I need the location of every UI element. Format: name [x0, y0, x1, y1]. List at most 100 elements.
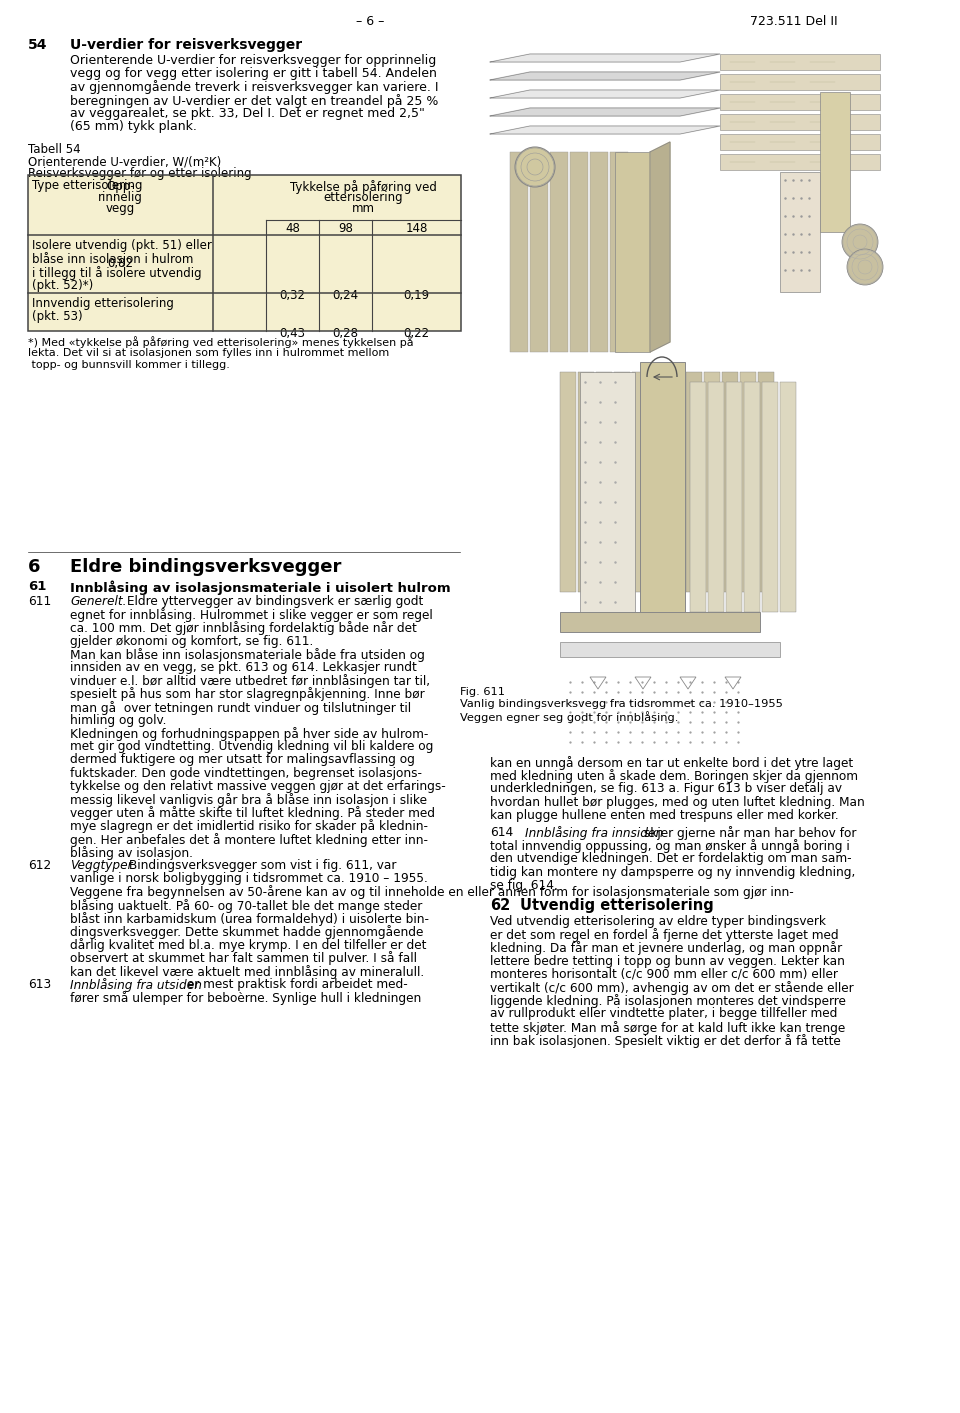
- Circle shape: [847, 249, 883, 285]
- Text: hvordan hullet bør plugges, med og uten luftet kledning. Man: hvordan hullet bør plugges, med og uten …: [490, 796, 865, 808]
- Text: lekta. Det vil si at isolasjonen som fylles inn i hulrommet mellom: lekta. Det vil si at isolasjonen som fyl…: [28, 348, 389, 359]
- Circle shape: [842, 225, 878, 260]
- Bar: [780, 172, 820, 292]
- Text: Man kan blåse inn isolasjonsmateriale både fra utsiden og: Man kan blåse inn isolasjonsmateriale bå…: [70, 647, 425, 661]
- Bar: [615, 153, 650, 352]
- Bar: [704, 372, 720, 592]
- Text: Veggene fra begynnelsen av 50-årene kan av og til inneholde en eller annen form : Veggene fra begynnelsen av 50-årene kan …: [70, 886, 794, 899]
- Text: Reisverksvegger før og etter isolering: Reisverksvegger før og etter isolering: [28, 167, 252, 181]
- Bar: [722, 372, 738, 592]
- Bar: [590, 153, 608, 352]
- Bar: [690, 382, 706, 612]
- Bar: [614, 372, 630, 592]
- Text: (pkt. 53): (pkt. 53): [32, 311, 83, 324]
- Text: 54: 54: [28, 38, 47, 52]
- Bar: [650, 372, 666, 592]
- Text: inn bak isolasjonen. Spesielt viktig er det derfor å få tette: inn bak isolasjonen. Spesielt viktig er …: [490, 1034, 841, 1048]
- Text: Kledningen og forhudningspappen på hver side av hulrom-: Kledningen og forhudningspappen på hver …: [70, 728, 428, 740]
- Bar: [780, 382, 796, 612]
- Text: Innblåsing av isolasjonsmateriale i uisolert hulrom: Innblåsing av isolasjonsmateriale i uiso…: [70, 579, 450, 595]
- Text: blåst inn karbamidskum (urea formaldehyd) i uisolerte bin-: blåst inn karbamidskum (urea formaldehyd…: [70, 911, 429, 926]
- Bar: [560, 642, 780, 657]
- Text: beregningen av U-verdier er det valgt en treandel på 25 %: beregningen av U-verdier er det valgt en…: [70, 93, 439, 107]
- Text: etterisolering: etterisolering: [324, 191, 403, 205]
- Text: topp- og bunnsvill kommer i tillegg.: topp- og bunnsvill kommer i tillegg.: [28, 360, 229, 370]
- Text: 0,22: 0,22: [403, 328, 429, 341]
- Bar: [28, 175, 461, 331]
- Bar: [720, 95, 880, 110]
- Text: man gå  over tetningen rundt vinduer og tilslutninger til: man gå over tetningen rundt vinduer og t…: [70, 701, 411, 715]
- Text: gjelder økonomi og komfort, se fig. 611.: gjelder økonomi og komfort, se fig. 611.: [70, 634, 313, 647]
- Text: Isolere utvendig (pkt. 51) eller: Isolere utvendig (pkt. 51) eller: [32, 239, 212, 252]
- Text: *) Med «tykkelse på påføring ved etterisolering» menes tykkelsen på: *) Med «tykkelse på påføring ved etteris…: [28, 336, 414, 348]
- Text: mm: mm: [352, 202, 375, 215]
- Text: 611: 611: [28, 595, 51, 608]
- Text: Innvendig etterisolering: Innvendig etterisolering: [32, 297, 174, 311]
- Text: 6: 6: [28, 558, 40, 577]
- Text: blåse inn isolasjon i hulrom: blåse inn isolasjon i hulrom: [32, 253, 193, 267]
- Text: Utvendig etterisolering: Utvendig etterisolering: [520, 899, 713, 913]
- Text: – 6 –: – 6 –: [356, 16, 384, 28]
- Bar: [530, 153, 548, 352]
- Bar: [720, 114, 880, 130]
- Bar: [550, 153, 568, 352]
- Bar: [28, 175, 461, 331]
- Bar: [708, 382, 724, 612]
- Text: av gjennomgående treverk i reisverksvegger kan variere. I: av gjennomgående treverk i reisverksvegg…: [70, 81, 439, 95]
- Bar: [726, 382, 742, 612]
- Text: (pkt. 52)*): (pkt. 52)*): [32, 278, 93, 292]
- Text: 0,82: 0,82: [108, 257, 133, 270]
- Text: 0,19: 0,19: [403, 290, 429, 302]
- Bar: [560, 372, 576, 592]
- Text: egnet for innblåsing. Hulrommet i slike vegger er som regel: egnet for innblåsing. Hulrommet i slike …: [70, 608, 433, 622]
- Text: Orienterende U-verdier, W/(m²K): Orienterende U-verdier, W/(m²K): [28, 155, 221, 168]
- Text: gen. Her anbefales det å montere luftet kledning etter inn-: gen. Her anbefales det å montere luftet …: [70, 832, 428, 846]
- Text: Opp-: Opp-: [107, 181, 134, 194]
- Text: 0,43: 0,43: [279, 328, 305, 341]
- Text: 612: 612: [28, 859, 51, 872]
- Text: tidig kan montere ny dampsperre og ny innvendig kledning,: tidig kan montere ny dampsperre og ny in…: [490, 866, 855, 879]
- Text: tykkelse og den relativt massive veggen gjør at det erfarings-: tykkelse og den relativt massive veggen …: [70, 780, 445, 793]
- Bar: [580, 372, 635, 622]
- Polygon shape: [650, 141, 670, 352]
- Text: 48: 48: [285, 222, 300, 235]
- Text: i tillegg til å isolere utvendig: i tillegg til å isolere utvendig: [32, 266, 202, 280]
- Text: Veggen egner seg godt for innblåsing.: Veggen egner seg godt for innblåsing.: [460, 711, 679, 723]
- Text: av rullprodukt eller vindtette plater, i begge tillfeller med: av rullprodukt eller vindtette plater, i…: [490, 1007, 837, 1020]
- Text: ca. 100 mm. Det gjør innblåsing fordelaktig både når det: ca. 100 mm. Det gjør innblåsing fordelak…: [70, 622, 417, 636]
- Text: (65 mm) tykk plank.: (65 mm) tykk plank.: [70, 120, 197, 133]
- Text: Vanlig bindingsverksvegg fra tidsrommet ca. 1910–1955: Vanlig bindingsverksvegg fra tidsrommet …: [460, 699, 782, 709]
- Text: 613: 613: [28, 978, 51, 991]
- Text: underkledningen, se fig. 613 a. Figur 613 b viser detalj av: underkledningen, se fig. 613 a. Figur 61…: [490, 783, 842, 796]
- Bar: [762, 382, 778, 612]
- Text: observert at skummet har falt sammen til pulver. I så fall: observert at skummet har falt sammen til…: [70, 951, 417, 965]
- Text: den utvendige kledningen. Det er fordelaktig om man sam-: den utvendige kledningen. Det er fordela…: [490, 852, 852, 865]
- Bar: [740, 372, 756, 592]
- Text: Veggtyper.: Veggtyper.: [70, 859, 135, 872]
- Text: fører små ulemper for beboèrne. Synlige hull i kledningen: fører små ulemper for beboèrne. Synlige …: [70, 991, 421, 1005]
- Text: dårlig kvalitet med bl.a. mye krymp. I en del tilfeller er det: dårlig kvalitet med bl.a. mye krymp. I e…: [70, 938, 426, 952]
- Text: kan plugge hullene enten med trespuns eller med korker.: kan plugge hullene enten med trespuns el…: [490, 808, 839, 822]
- Circle shape: [515, 147, 555, 187]
- Text: Eldre bindingsverksvegger: Eldre bindingsverksvegger: [70, 558, 342, 577]
- Bar: [560, 612, 760, 632]
- Text: se fig. 614.: se fig. 614.: [490, 879, 558, 892]
- Text: 723.511 Del II: 723.511 Del II: [750, 16, 838, 28]
- Text: dingsverksvegger. Dette skummet hadde gjennomgående: dingsverksvegger. Dette skummet hadde gj…: [70, 926, 423, 940]
- Text: Type etterisolering: Type etterisolering: [32, 179, 142, 192]
- Bar: [758, 372, 774, 592]
- Bar: [720, 73, 880, 90]
- Text: er det som regel en fordel å fjerne det ytterste laget med: er det som regel en fordel å fjerne det …: [490, 928, 839, 942]
- Bar: [578, 372, 594, 592]
- Text: kledning. Da får man et jevnere underlag, og man oppnår: kledning. Da får man et jevnere underlag…: [490, 941, 842, 955]
- Text: himling og golv.: himling og golv.: [70, 714, 166, 726]
- Bar: [510, 153, 528, 352]
- Text: met gir god vindtetting. Utvendig kledning vil bli kaldere og: met gir god vindtetting. Utvendig kledni…: [70, 740, 433, 753]
- Polygon shape: [490, 90, 720, 97]
- Bar: [720, 54, 880, 71]
- Polygon shape: [490, 126, 720, 134]
- Text: total innvendig oppussing, og man ønsker å unngå boring i: total innvendig oppussing, og man ønsker…: [490, 839, 850, 853]
- Text: 0,32: 0,32: [279, 290, 305, 302]
- Bar: [686, 372, 702, 592]
- Text: Bindingsverksvegger som vist i fig. 611, var: Bindingsverksvegger som vist i fig. 611,…: [125, 859, 396, 872]
